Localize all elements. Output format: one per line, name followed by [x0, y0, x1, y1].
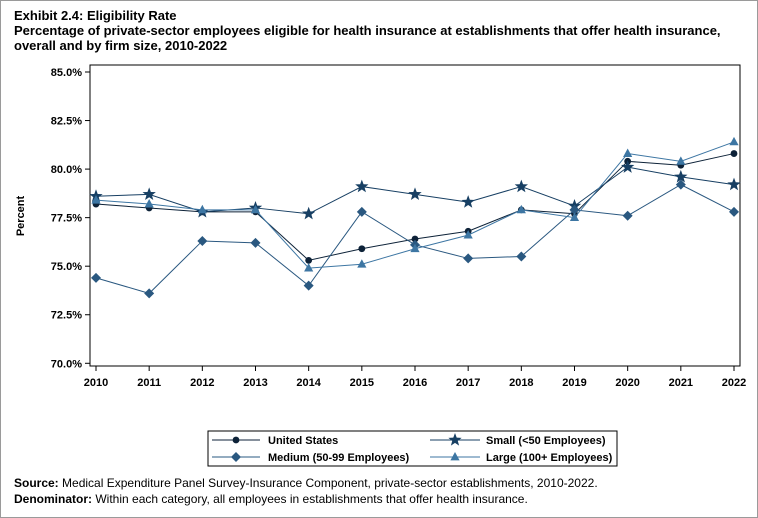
data-point-united-states — [411, 235, 419, 243]
series-large — [91, 136, 739, 272]
data-point-small — [142, 187, 156, 201]
legend-item-medium: Medium (50-99 Employees) — [212, 452, 410, 464]
chart-title-line-1: Percentage of private-sector employees e… — [14, 23, 721, 38]
data-point-medium — [675, 179, 686, 190]
data-point-medium — [250, 237, 261, 248]
source-note: Source: Medical Expenditure Panel Survey… — [14, 475, 749, 491]
legend-item-small: Small (<50 Employees) — [430, 433, 606, 447]
data-point-medium — [91, 272, 101, 283]
data-point-small — [408, 187, 422, 201]
plot-area — [89, 64, 741, 367]
title-block: Exhibit 2.4: Eligibility Rate Percentage… — [14, 8, 749, 53]
data-point-large — [304, 263, 314, 272]
data-point-medium — [569, 204, 580, 215]
x-tick-label: 2018 — [509, 377, 533, 389]
series-layer — [89, 136, 741, 299]
x-tick-label: 2013 — [243, 377, 267, 389]
source-text: Medical Expenditure Panel Survey-Insuran… — [62, 476, 598, 490]
y-tick-label: 72.5% — [51, 310, 82, 322]
legend-marker-diamond — [231, 452, 241, 462]
data-point-large — [410, 243, 420, 253]
x-tick-label: 2015 — [350, 377, 374, 389]
data-point-united-states — [358, 245, 366, 253]
y-tick-label: 77.5% — [51, 213, 82, 225]
data-point-large — [144, 199, 154, 208]
legend-marker-star — [448, 433, 462, 446]
data-point-medium — [303, 280, 314, 291]
x-tick-label: 2016 — [403, 377, 427, 389]
data-point-large — [516, 204, 526, 214]
data-point-small — [355, 179, 369, 193]
y-axis-label: Percent — [15, 195, 27, 236]
data-point-small — [674, 169, 688, 183]
data-point-medium — [622, 210, 633, 221]
data-point-large — [197, 204, 207, 214]
data-point-large — [250, 204, 261, 214]
data-point-united-states — [730, 150, 738, 157]
exhibit-title: Exhibit 2.4: Eligibility Rate — [14, 8, 177, 23]
data-point-small — [461, 195, 475, 208]
y-tick-label: 75.0% — [51, 261, 82, 273]
legend-box — [207, 430, 618, 467]
legend-marker-circle — [232, 436, 240, 444]
data-point-medium — [356, 206, 367, 217]
legend-label: United States — [268, 435, 338, 447]
legend-label: Medium (50-99 Employees) — [268, 452, 410, 464]
data-point-large — [91, 195, 101, 204]
data-point-medium — [197, 235, 208, 246]
denominator-label: Denominator: — [14, 492, 92, 506]
data-point-large — [729, 136, 739, 146]
legend-item-large: Large (100+ Employees) — [430, 452, 613, 464]
data-point-large — [463, 230, 473, 239]
data-point-small — [621, 160, 635, 173]
legend-item-united-states: United States — [212, 435, 338, 447]
y-tick-label: 80.0% — [51, 164, 82, 176]
y-axis: 70.0% 72.5% 75.0% 77.5% 80.0% 82.5% 85.0% — [51, 67, 90, 370]
data-point-small — [727, 177, 741, 191]
data-point-medium — [463, 253, 474, 264]
denominator-note: Denominator: Within each category, all e… — [14, 491, 749, 507]
x-tick-label: 2022 — [722, 377, 746, 389]
x-tick-label: 2019 — [562, 377, 586, 389]
x-tick-label: 2021 — [669, 377, 693, 389]
legend-label: Small (<50 Employees) — [486, 435, 606, 447]
footer: Source: Medical Expenditure Panel Survey… — [14, 475, 749, 507]
data-point-large — [676, 156, 686, 165]
data-point-medium — [144, 288, 155, 299]
data-point-large — [623, 148, 633, 157]
x-tick-label: 2010 — [84, 377, 108, 389]
denominator-text: Within each category, all employees in e… — [95, 492, 528, 506]
x-tick-label: 2014 — [296, 377, 321, 389]
y-tick-label: 82.5% — [51, 116, 82, 128]
data-point-small — [302, 206, 316, 220]
chart-title-line-2: overall and by firm size, 2010-2022 — [14, 38, 228, 53]
legend-marker-triangle — [450, 452, 460, 461]
data-point-large — [357, 259, 367, 268]
data-point-medium — [729, 206, 739, 217]
y-tick-label: 85.0% — [51, 67, 82, 79]
legend: United States Small (<50 Employees) Medium… — [212, 433, 613, 464]
data-point-large — [569, 212, 580, 222]
x-tick-label: 2012 — [190, 377, 214, 389]
data-point-small — [514, 179, 528, 193]
x-tick-label: 2020 — [615, 377, 639, 389]
data-point-medium — [516, 251, 527, 262]
source-label: Source: — [14, 476, 59, 490]
x-tick-label: 2011 — [137, 377, 161, 389]
data-point-united-states — [305, 256, 313, 264]
y-tick-label: 70.0% — [51, 358, 82, 370]
x-tick-label: 2017 — [456, 377, 480, 389]
x-axis: 2010 2011 2012 2013 2014 2015 2016 2017 2018 2019… — [84, 366, 746, 389]
line-chart: 70.0% 72.5% 75.0% 77.5% 80.0% 82.5% 85.0% 2010… — [15, 64, 746, 467]
legend-label: Large (100+ Employees) — [486, 452, 613, 464]
